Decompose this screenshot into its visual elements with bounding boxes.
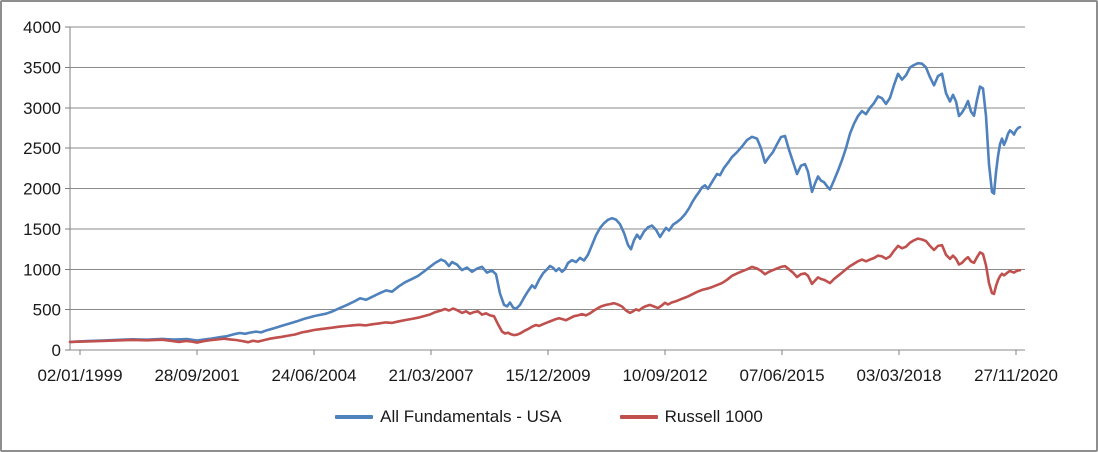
x-axis-tick-label: 10/09/2012: [622, 366, 707, 385]
legend-line-swatch-blue-icon: [335, 415, 374, 419]
y-axis-tick-label: 3000: [23, 99, 61, 118]
legend-line-swatch-red-icon: [619, 415, 658, 419]
legend-label-russell-1000: Russell 1000: [664, 407, 763, 426]
y-axis-tick-label: 1500: [23, 220, 61, 239]
series-line-russell-1000: [68, 237, 1022, 344]
legend-item-russell-1000: Russell 1000: [619, 407, 763, 427]
x-axis-tick-label: 28/09/2001: [154, 366, 239, 385]
x-axis-tick-label: 24/06/2004: [271, 366, 356, 385]
y-axis-tick-label: 1000: [23, 260, 61, 279]
x-axis-tick-label: 02/01/1999: [37, 366, 122, 385]
y-axis-tick-label: 500: [33, 301, 61, 320]
series-line-all-fundamentals-usa: [68, 61, 1022, 344]
x-axis-tick-label: 27/11/2020: [974, 366, 1058, 385]
y-axis-tick-label: 4000: [23, 18, 61, 37]
chart-legend: All Fundamentals - USA Russell 1000: [2, 407, 1096, 427]
x-axis-tick-label: 03/03/2018: [856, 366, 941, 385]
x-axis-tick-label: 07/06/2015: [739, 366, 824, 385]
y-axis-tick-label: 2500: [23, 139, 61, 158]
y-axis-tick-label: 3500: [23, 58, 61, 77]
legend-label-all-fundamentals-usa: All Fundamentals - USA: [380, 407, 562, 426]
legend-item-all-fundamentals-usa: All Fundamentals - USA: [335, 407, 562, 427]
y-axis-tick-label: 2000: [23, 180, 61, 199]
x-axis-tick-label: 15/12/2009: [505, 366, 590, 385]
x-axis-tick-label: 21/03/2007: [388, 366, 473, 385]
y-axis-tick-label: 0: [52, 341, 61, 360]
